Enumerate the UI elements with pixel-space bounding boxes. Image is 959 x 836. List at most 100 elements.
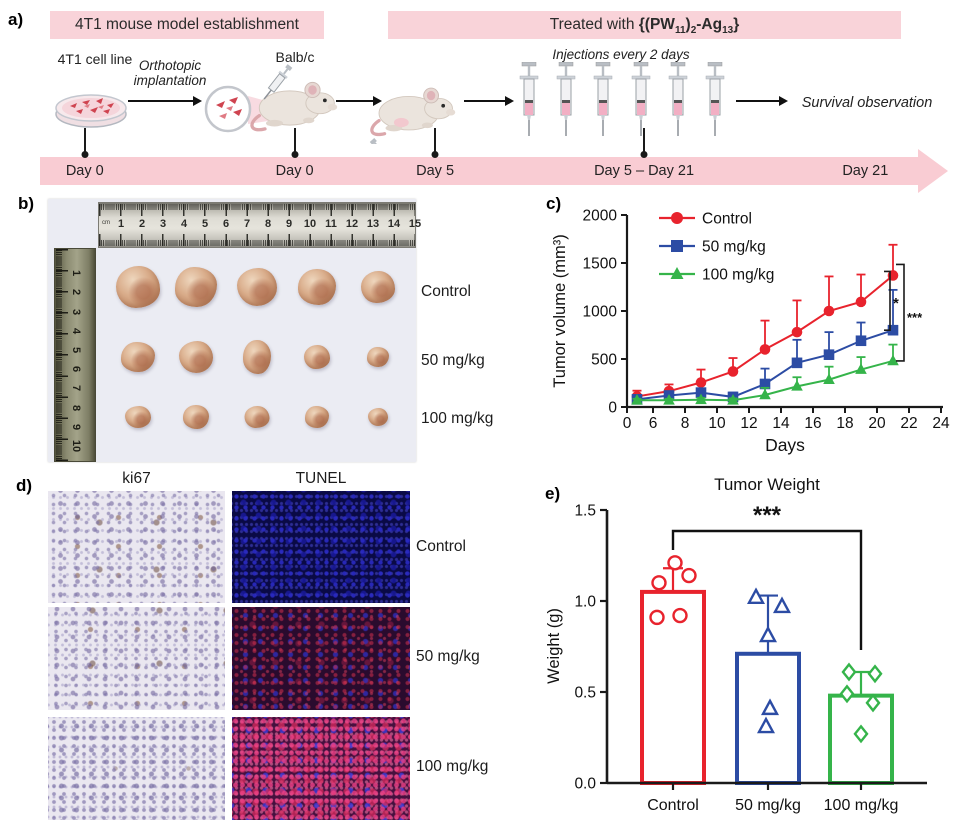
arrow-right-icon xyxy=(128,95,202,106)
bar-control xyxy=(640,589,706,786)
tunel-100mg-image xyxy=(232,717,410,820)
timeline-day-label: Day 5 xyxy=(416,163,455,179)
vertical-ruler: 1 2 3 4 5 6 7 8 9 10 xyxy=(54,248,96,462)
svg-text:22: 22 xyxy=(900,415,917,432)
tumor-field xyxy=(98,246,414,460)
tumor-row-label-50mg: 50 mg/kg xyxy=(421,352,485,369)
ruler-number: 1 xyxy=(117,218,125,230)
svg-text:1500: 1500 xyxy=(583,256,618,273)
ruler-number: 10 xyxy=(303,218,317,230)
svg-text:20: 20 xyxy=(868,415,886,432)
stain-row-label-control: Control xyxy=(416,538,466,555)
ruler-number: 1 xyxy=(70,270,82,277)
panel-a-label: a) xyxy=(8,10,24,29)
ruler-number: 6 xyxy=(222,218,230,230)
svg-text:12: 12 xyxy=(740,415,757,432)
stain-header-tunel: TUNEL xyxy=(295,470,347,487)
strain-label: Balb/c xyxy=(275,49,315,65)
arrow-right-icon xyxy=(736,95,788,106)
tumor-weight-chart: Tumor Weight *** 0.0 0.5 1.0 1.5 Control 50 mg/… xyxy=(545,475,927,814)
svg-text:***: *** xyxy=(753,502,782,529)
syringe-icon xyxy=(705,62,725,136)
cell-line-label: 4T1 cell line xyxy=(57,51,133,67)
ruler-number: 9 xyxy=(70,423,82,430)
svg-text:1.5: 1.5 xyxy=(574,503,596,520)
svg-text:1.0: 1.0 xyxy=(574,594,596,611)
tumor-blob xyxy=(124,405,151,428)
timeline-day-label: Day 0 xyxy=(65,163,104,179)
ruler-number: 7 xyxy=(243,218,251,230)
ruler-number: 11 xyxy=(325,218,337,230)
tumor-row-label-control: Control xyxy=(421,283,471,300)
timeline-marker xyxy=(293,128,296,153)
implantation-mouse-icon xyxy=(204,64,338,133)
syringe-icon xyxy=(594,62,613,136)
petri-dish-icon xyxy=(55,94,127,128)
svg-text:Control: Control xyxy=(647,797,699,814)
ruler-number: 3 xyxy=(70,308,82,315)
timeline-marker xyxy=(643,128,646,153)
ruler-number: 5 xyxy=(201,218,209,230)
ki67-control-image xyxy=(48,491,225,603)
banner-treatment: Treated with {(PW11)2-Ag13} xyxy=(388,11,901,39)
ruler-ticks xyxy=(99,234,415,246)
tumor-blob xyxy=(304,405,329,428)
legend: Control 50 mg/kg 100 mg/kg xyxy=(659,211,774,284)
timeline-marker xyxy=(83,128,86,153)
syringe-icon xyxy=(369,137,380,144)
tumor-blob xyxy=(367,347,390,368)
tumor-blob xyxy=(297,269,336,306)
timeline-day-label: Day 5 – Day 21 xyxy=(594,163,695,179)
svg-text:Tumor volume (mm³): Tumor volume (mm³) xyxy=(551,234,569,387)
svg-text:0: 0 xyxy=(608,400,617,417)
arrow-right-icon xyxy=(464,95,514,106)
timeline-day-label: Day 21 xyxy=(842,163,889,179)
tumor-blob xyxy=(303,345,330,370)
points-control xyxy=(649,555,697,626)
horizontal-ruler: cm 1 2 3 4 5 6 7 8 9 10 11 12 13 14 15 xyxy=(98,202,421,248)
tumor-blob xyxy=(179,341,214,374)
timeline-marker xyxy=(434,128,437,153)
syringe-row xyxy=(518,62,726,142)
tumor-blob xyxy=(120,342,155,373)
stain-row-label-50mg: 50 mg/kg xyxy=(416,648,480,665)
tumor-blob xyxy=(175,267,218,308)
arrow-right-icon xyxy=(336,95,382,106)
svg-text:Days: Days xyxy=(765,435,805,455)
svg-text:50 mg/kg: 50 mg/kg xyxy=(702,239,766,256)
syringe-icon xyxy=(263,64,293,100)
ki67-50mg-image xyxy=(48,607,225,710)
panel-e-label: e) xyxy=(545,484,561,503)
stain-header-ki67: ki67 xyxy=(122,470,151,487)
mouse-icon xyxy=(370,87,456,137)
ruler-number: 13 xyxy=(366,218,380,230)
syringe-icon xyxy=(631,62,650,136)
tumor-blob xyxy=(244,405,270,428)
svg-text:0.0: 0.0 xyxy=(574,776,596,793)
svg-text:Weight (g): Weight (g) xyxy=(545,608,563,684)
tunel-50mg-image xyxy=(232,607,410,710)
injection-mouse-icon xyxy=(369,87,456,144)
orthotopic-label: Orthotopic implantation xyxy=(133,58,207,88)
significance-bracket xyxy=(671,529,863,650)
svg-text:Control: Control xyxy=(702,211,752,228)
svg-text:24: 24 xyxy=(932,415,950,432)
panel-b-label: b) xyxy=(18,194,35,213)
stain-row-label-100mg: 100 mg/kg xyxy=(416,758,489,775)
svg-text:0: 0 xyxy=(623,415,632,432)
svg-text:2000: 2000 xyxy=(583,208,618,225)
ruler-unit: cm xyxy=(102,220,110,226)
significance-brackets: **** xyxy=(884,263,923,362)
ruler-number: 14 xyxy=(387,218,401,230)
svg-text:100 mg/kg: 100 mg/kg xyxy=(702,267,774,284)
tumor-blob xyxy=(115,266,160,309)
svg-text:100 mg/kg: 100 mg/kg xyxy=(824,797,899,814)
tunel-control-image xyxy=(232,491,410,603)
injections-label: Injections every 2 days xyxy=(552,47,690,62)
svg-text:8: 8 xyxy=(681,415,690,432)
syringe-icon xyxy=(519,62,539,136)
svg-text:***: *** xyxy=(907,310,923,325)
ruler-number: 4 xyxy=(180,218,188,230)
tumor-blob xyxy=(236,268,277,307)
